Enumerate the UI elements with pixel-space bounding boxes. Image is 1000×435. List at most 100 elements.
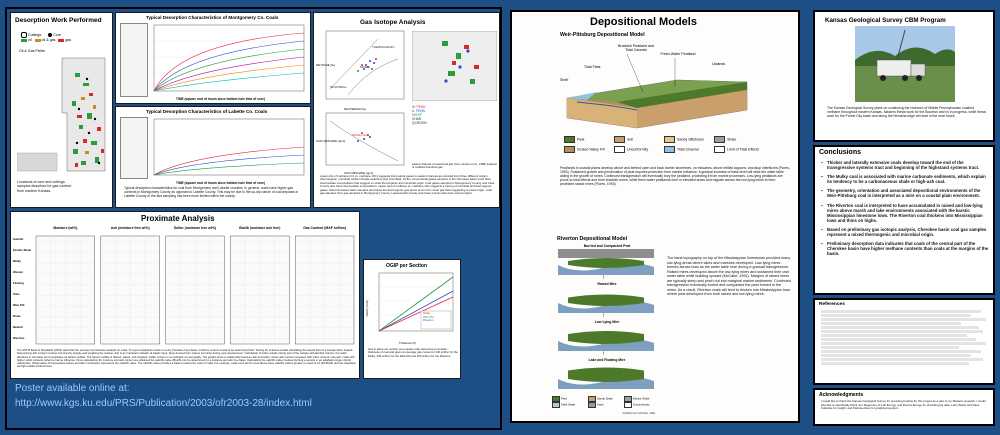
kgs-title: Kansas Geological Survey CBM Program — [825, 17, 946, 24]
proximate-column-header: Sulfur (moisture free wt%) — [173, 226, 217, 230]
montgomery-legend — [120, 23, 148, 97]
depositional-legend-item: Limit of Tidal Effects — [714, 146, 764, 154]
iso-label-thermogenic: THERMOGENIC — [372, 45, 395, 49]
depositional-legend: Peat Soil Sandy Siltstones Shale Incised Val… — [564, 136, 764, 164]
map-label: Oil & Gas Fields — [19, 49, 45, 53]
reference-line — [821, 310, 981, 313]
conclusions-title: Conclusions — [819, 149, 862, 156]
proximate-row-label: Rowe — [13, 314, 21, 318]
reference-line — [821, 346, 959, 349]
up-arrow-icon: ↑ — [602, 351, 605, 357]
montgomery-desorption-chart — [153, 24, 305, 92]
labette-title: Typical Desorption Characteristics of La… — [146, 109, 268, 114]
ogip-xlabel: Thickness (ft) — [399, 341, 416, 345]
riverton-stage-label: Raised Mire — [597, 282, 617, 286]
lab-curve-3 — [153, 162, 305, 176]
legend-cuttings-marker — [21, 32, 27, 38]
isotope-caption-right: eastern Kansas conventional gas (from Je… — [412, 162, 497, 170]
depositional-legend-item: Peat — [564, 136, 614, 144]
legend-label: Peat — [561, 396, 567, 401]
legend-swatch — [714, 136, 725, 143]
montgomery-title: Typical Desorption Characteristics of Mo… — [146, 15, 279, 20]
riverton-stage-diagram — [558, 367, 654, 389]
proximate-column-header: Gas Content (MAF scf/ton) — [303, 226, 346, 230]
depositional-legend-item: Sandy Siltstones — [664, 136, 714, 144]
ogip-legend-mulky: Mulky — [423, 311, 431, 315]
legend-swatch — [624, 402, 632, 408]
kgs-panel: Kansas Geological Survey CBM Program The… — [813, 10, 995, 142]
mont-curve-2 — [153, 40, 305, 92]
ogip-chart — [378, 272, 454, 332]
labette-desorption-chart — [153, 118, 305, 176]
legend-label: Limit of Tidal Effects — [727, 147, 760, 152]
proximate-column-header: Ash (moisture free wt%) — [110, 226, 150, 230]
legend-label: Shell Shale — [561, 402, 576, 407]
reference-line — [821, 318, 986, 321]
riverton-legend-item: Unconformity — [624, 402, 660, 408]
legend-swatch — [664, 136, 675, 143]
riverton-stage-label: Lake and Floating Mire — [588, 358, 626, 362]
proximate-row-label: Riverton — [13, 336, 25, 340]
map-sample-points — [75, 77, 101, 165]
legend-swatch — [588, 402, 596, 408]
ack-title: Acknowledgments — [819, 392, 864, 398]
proximate-row-label: Weir-Pitt — [13, 303, 25, 307]
legend-swatch — [564, 136, 575, 143]
depositional-legend-item: Incised Valley Fill — [564, 146, 614, 154]
iso-axis-x2: δ13C METHANE (ppm) — [344, 171, 374, 175]
reference-line — [821, 334, 967, 337]
weir-label-tidalflats: Tidal Flats — [584, 65, 601, 69]
riverton-credit: modified from McCabe, 1991 — [622, 412, 656, 415]
proximate-row-label: Tebo — [13, 292, 20, 296]
kgs-caption: The Kansas Geological Survey plans on co… — [827, 106, 987, 119]
legend-label: Incised Valley Fill — [577, 147, 605, 152]
legend-swatch — [552, 402, 560, 408]
poster-url[interactable]: http://www.kgs.ku.edu/PRS/Publication/20… — [15, 398, 312, 409]
legend-gas-swatch — [58, 38, 65, 42]
conclusions-list: Thicker and laterally extensive coals de… — [821, 160, 991, 260]
up-arrow-icon: ↑ — [602, 313, 605, 319]
legend-swatch — [588, 396, 596, 402]
legend-swatch — [614, 136, 625, 143]
legend-label: Tidal Channel — [677, 147, 700, 152]
mont-curve-3 — [153, 48, 305, 92]
weir-label-brackish: Brackish Peatland and Tidal Cannels — [618, 44, 654, 52]
references-title: References — [819, 302, 845, 307]
reference-line — [821, 330, 983, 333]
mont-curve-6 — [153, 72, 305, 92]
poster-label: Poster available online at: — [15, 383, 130, 394]
kgs-field-photo — [855, 26, 955, 102]
legend-label: Sandy Siltstones — [677, 137, 704, 142]
legend-swatch — [664, 146, 675, 153]
proximate-row-label: Weston — [13, 270, 24, 274]
weir-title: Weir-Pittsburg Depositional Model — [560, 32, 645, 38]
ogip-legend: Mulky Weir-Pitt Riverton — [423, 311, 434, 323]
mont-curve-1 — [153, 32, 305, 92]
riverton-legend-item: Karst — [588, 402, 624, 408]
iso-label-microbial: MICROBIAL — [330, 85, 347, 89]
desorption-caption: Locations of core and cuttings samples d… — [17, 180, 72, 193]
legend-label: Soil — [627, 137, 633, 142]
iso-axis-x1: DEUTERIUM (‰) — [344, 107, 367, 111]
iso-legend-upenn: U. PENN — [412, 109, 425, 113]
reference-line — [821, 326, 979, 329]
legend-oil: oil — [28, 38, 32, 42]
reference-line — [821, 314, 971, 317]
isotope-caption: Lower plot of methane (C1 vs. methane 13… — [320, 174, 495, 196]
weir-label-freshwater: Fresh-Water Peatland — [660, 52, 696, 56]
conclusion-item: Preliminary desorption data indicates th… — [821, 241, 991, 256]
proximate-panel: Proximate Analysis Moisture (wt%) Ash (mo… — [10, 211, 360, 379]
iso-axis-y1: METHANE (‰) — [316, 63, 336, 67]
proximate-row-label: Summit — [13, 237, 24, 241]
montgomery-panel: Typical Desorption Characteristics of Mo… — [115, 12, 311, 104]
riverton-stage-diagram — [558, 331, 654, 351]
conclusion-item: Thicker and laterally extensive coals de… — [821, 160, 991, 170]
riverton-caption: The karst topography on top of the Missi… — [667, 256, 791, 296]
desorption-panel: Desorption Work Performed Cuttings Core … — [10, 12, 113, 208]
legend-label: Peat — [577, 137, 585, 142]
ogip-legend-weirpitt: Weir-Pitt — [423, 314, 434, 319]
labette-xlabel: TIME (square root of hours since bottom … — [176, 181, 265, 185]
kansas-field-map — [17, 57, 106, 172]
up-arrow-icon: ↑ — [602, 275, 605, 281]
iso-axis-y2: δ13C METHANE (ppm) — [316, 139, 346, 143]
